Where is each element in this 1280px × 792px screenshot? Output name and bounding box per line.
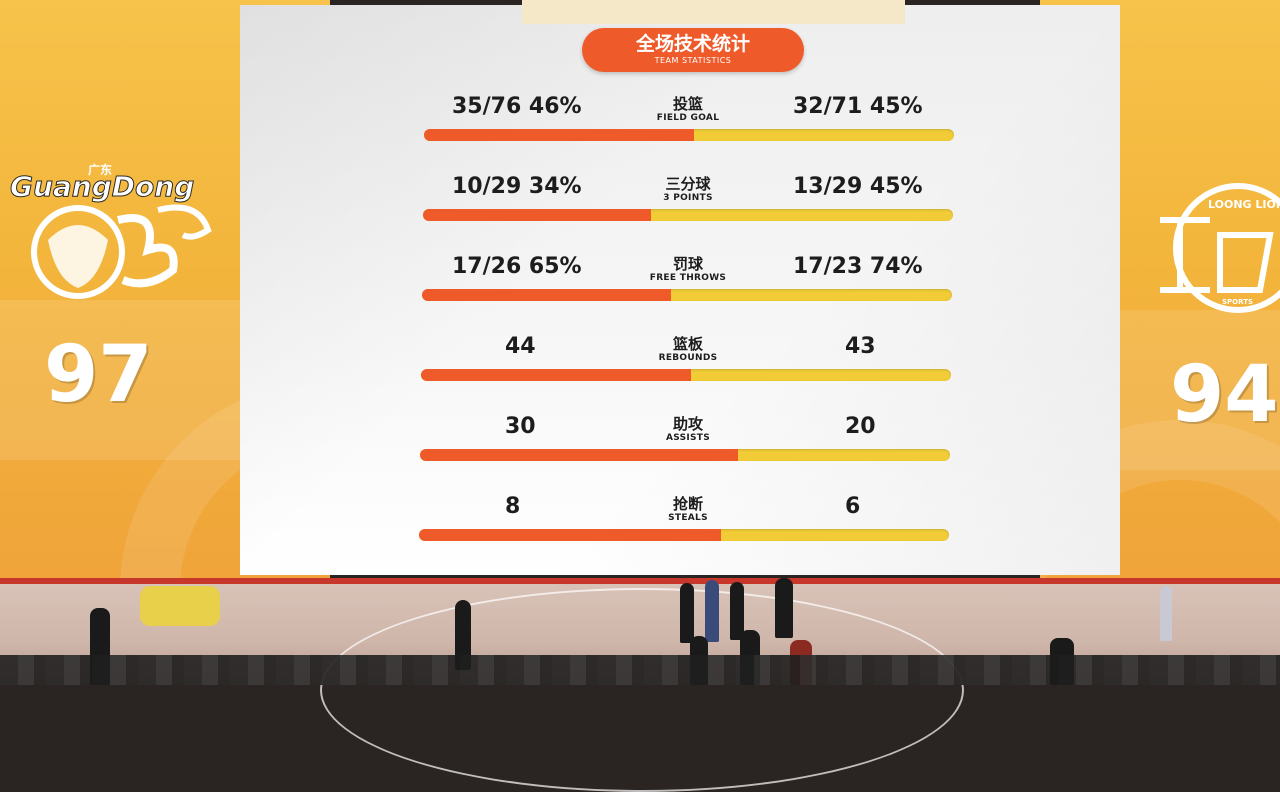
stat-label-zh: 篮板	[672, 335, 703, 353]
stat-away-value: 43	[845, 334, 876, 359]
stat-home-value: 10/29 34%	[452, 174, 582, 199]
basketball-court	[0, 578, 1280, 792]
stat-label-en: STEALS	[668, 513, 708, 523]
away-logo-name: LOONG LIONS	[1208, 198, 1280, 211]
person	[1160, 586, 1172, 641]
stat-home-value: 35/76 46%	[452, 94, 582, 119]
home-logo-name: GuangDong	[10, 170, 194, 203]
away-score: 94	[1170, 350, 1279, 440]
stat-label-zh: 投篮	[672, 95, 703, 113]
stat-away-value: 32/71 45%	[793, 94, 923, 119]
stat-home-share	[423, 209, 651, 221]
stat-label: 抢断 STEALS	[608, 496, 768, 524]
away-logo-sub: SPORTS	[1222, 298, 1253, 306]
stat-comparison-bar	[423, 209, 953, 221]
stat-label: 助攻 ASSISTS	[608, 416, 768, 444]
stat-label-en: FIELD GOAL	[656, 113, 720, 123]
home-logo-zh: 广东	[88, 162, 112, 177]
stat-home-value: 8	[505, 494, 521, 519]
person	[680, 583, 694, 643]
stat-label: 罚球 FREE THROWS	[608, 256, 768, 284]
stat-home-share	[422, 289, 672, 301]
top-strip	[522, 0, 905, 24]
stat-home-share	[421, 369, 692, 381]
stat-home-value: 30	[505, 414, 536, 439]
crowd	[0, 655, 1280, 685]
stat-away-value: 20	[845, 414, 876, 439]
court-arc	[320, 588, 964, 792]
stat-comparison-bar	[422, 289, 952, 301]
stats-title-zh: 全场技术统计	[635, 33, 750, 55]
person	[775, 578, 793, 638]
stat-label: 投篮 FIELD GOAL	[608, 96, 768, 124]
stats-board	[240, 5, 1120, 575]
away-team-logo: LOONG LIONS SPORTS	[1160, 183, 1280, 313]
court-edge	[0, 578, 1280, 584]
person	[730, 582, 744, 640]
stat-comparison-bar	[420, 449, 950, 461]
stat-label-zh: 抢断	[672, 495, 703, 513]
stat-home-value: 44	[505, 334, 536, 359]
stat-home-share	[420, 449, 738, 461]
stat-label: 篮板 REBOUNDS	[608, 336, 768, 364]
stat-comparison-bar	[421, 369, 951, 381]
person	[705, 580, 719, 642]
stats-title: 全场技术统计 TEAM STATISTICS	[582, 28, 804, 72]
stats-title-en: TEAM STATISTICS	[654, 56, 732, 65]
stat-away-value: 13/29 45%	[793, 174, 923, 199]
stat-label-en: 3 POINTS	[663, 193, 713, 203]
stat-label-zh: 罚球	[672, 255, 703, 273]
stat-home-value: 17/26 65%	[452, 254, 582, 279]
stat-away-value: 6	[845, 494, 861, 519]
stat-away-value: 17/23 74%	[793, 254, 923, 279]
stat-comparison-bar	[424, 129, 954, 141]
stat-label-zh: 助攻	[672, 415, 703, 433]
stat-label: 三分球 3 POINTS	[608, 176, 768, 204]
stat-label-zh: 三分球	[665, 175, 711, 193]
cheer-team	[140, 586, 220, 626]
home-score: 97	[44, 330, 153, 420]
stat-home-share	[419, 529, 722, 541]
stat-comparison-bar	[419, 529, 949, 541]
home-team-logo: 广东 GuangDong	[10, 162, 212, 299]
stat-label-en: ASSISTS	[665, 433, 711, 443]
stat-label-en: FREE THROWS	[649, 273, 727, 283]
person	[455, 600, 471, 670]
stat-label-en: REBOUNDS	[658, 353, 718, 363]
stat-home-share	[424, 129, 695, 141]
